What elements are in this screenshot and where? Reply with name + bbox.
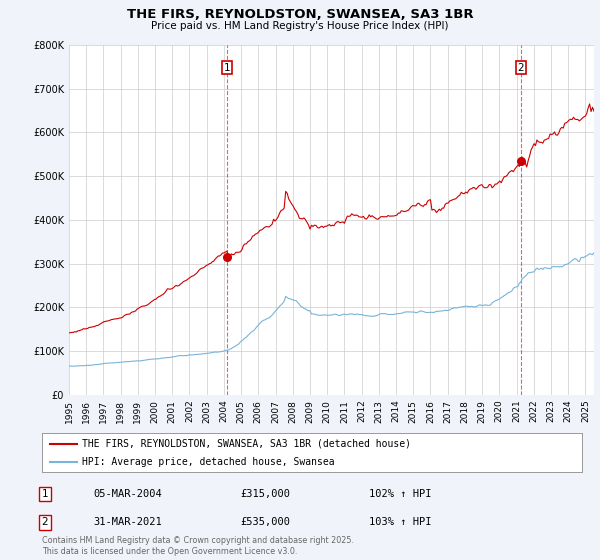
- Text: 2: 2: [518, 63, 524, 73]
- Text: HPI: Average price, detached house, Swansea: HPI: Average price, detached house, Swan…: [83, 457, 335, 467]
- Text: 31-MAR-2021: 31-MAR-2021: [93, 517, 162, 528]
- Text: Price paid vs. HM Land Registry's House Price Index (HPI): Price paid vs. HM Land Registry's House …: [151, 21, 449, 31]
- Text: 2: 2: [41, 517, 49, 528]
- Text: 103% ↑ HPI: 103% ↑ HPI: [369, 517, 431, 528]
- Text: £535,000: £535,000: [240, 517, 290, 528]
- Text: £315,000: £315,000: [240, 489, 290, 499]
- Text: THE FIRS, REYNOLDSTON, SWANSEA, SA3 1BR: THE FIRS, REYNOLDSTON, SWANSEA, SA3 1BR: [127, 8, 473, 21]
- Text: 1: 1: [41, 489, 49, 499]
- Text: Contains HM Land Registry data © Crown copyright and database right 2025.
This d: Contains HM Land Registry data © Crown c…: [42, 536, 354, 556]
- Text: 05-MAR-2004: 05-MAR-2004: [93, 489, 162, 499]
- Text: THE FIRS, REYNOLDSTON, SWANSEA, SA3 1BR (detached house): THE FIRS, REYNOLDSTON, SWANSEA, SA3 1BR …: [83, 438, 412, 449]
- Text: 1: 1: [224, 63, 230, 73]
- Text: 102% ↑ HPI: 102% ↑ HPI: [369, 489, 431, 499]
